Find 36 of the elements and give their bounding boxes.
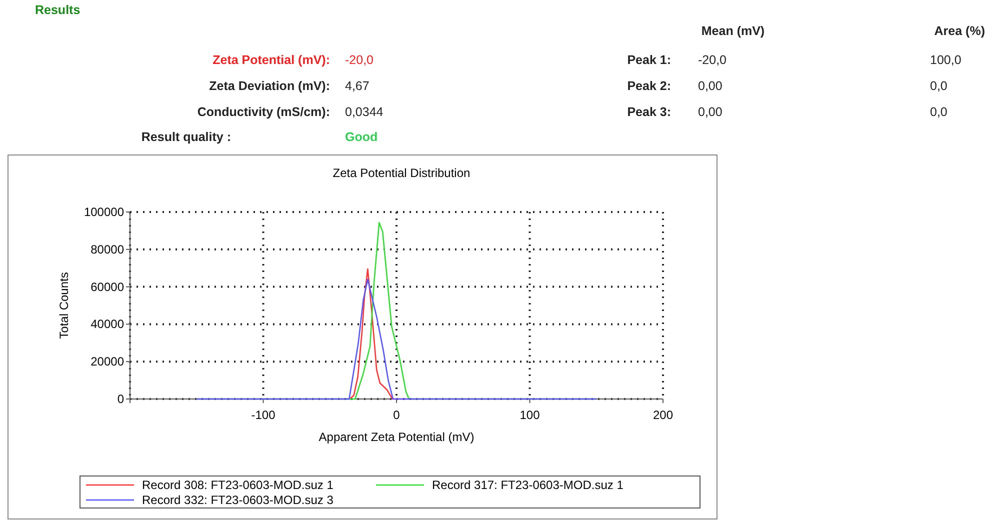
text: Good	[345, 130, 378, 144]
y-tick-label: 0	[117, 392, 124, 406]
text: Peak 2:	[627, 79, 671, 93]
text: 0,00	[698, 79, 722, 93]
text: Peak 1:	[627, 53, 671, 67]
y-tick-label: 60000	[90, 280, 124, 294]
text: Zeta Potential (mV):	[212, 53, 330, 67]
text: 0,00	[698, 105, 722, 119]
text: Zeta Deviation (mV):	[209, 79, 330, 93]
text: 0,0344	[345, 105, 384, 119]
y-tick-label: 80000	[90, 242, 124, 256]
y-tick-label: 40000	[90, 317, 124, 332]
text: Results	[35, 3, 80, 17]
y-tick-label: 100000	[84, 205, 124, 219]
text: Mean (mV)	[701, 24, 765, 38]
text: Area (%)	[934, 24, 985, 38]
text: 0,0	[930, 105, 948, 119]
x-tick-label: 0	[393, 408, 400, 422]
y-axis-title: Total Counts	[57, 272, 71, 339]
legend-label: Record 332: FT23-0603-MOD.suz 3	[142, 493, 334, 507]
legend-label: Record 308: FT23-0603-MOD.suz 1	[142, 478, 334, 492]
x-axis-title: Apparent Zeta Potential (mV)	[318, 430, 474, 444]
text: Conductivity (mS/cm):	[197, 105, 330, 119]
text: Result quality :	[141, 130, 231, 144]
x-tick-label: 200	[652, 408, 674, 422]
legend-label: Record 317: FT23-0603-MOD.suz 1	[432, 478, 624, 492]
text: Peak 3:	[627, 105, 671, 119]
chart-title: Zeta Potential Distribution	[332, 166, 470, 180]
text: 4,67	[345, 79, 370, 93]
text: 100,0	[930, 53, 962, 67]
y-tick-label: 20000	[90, 354, 124, 369]
text: 0,0	[930, 79, 948, 93]
x-tick-label: -100	[251, 408, 276, 422]
text: -20,0	[345, 53, 374, 67]
text: -20,0	[698, 53, 727, 67]
x-tick-label: 100	[520, 408, 540, 422]
